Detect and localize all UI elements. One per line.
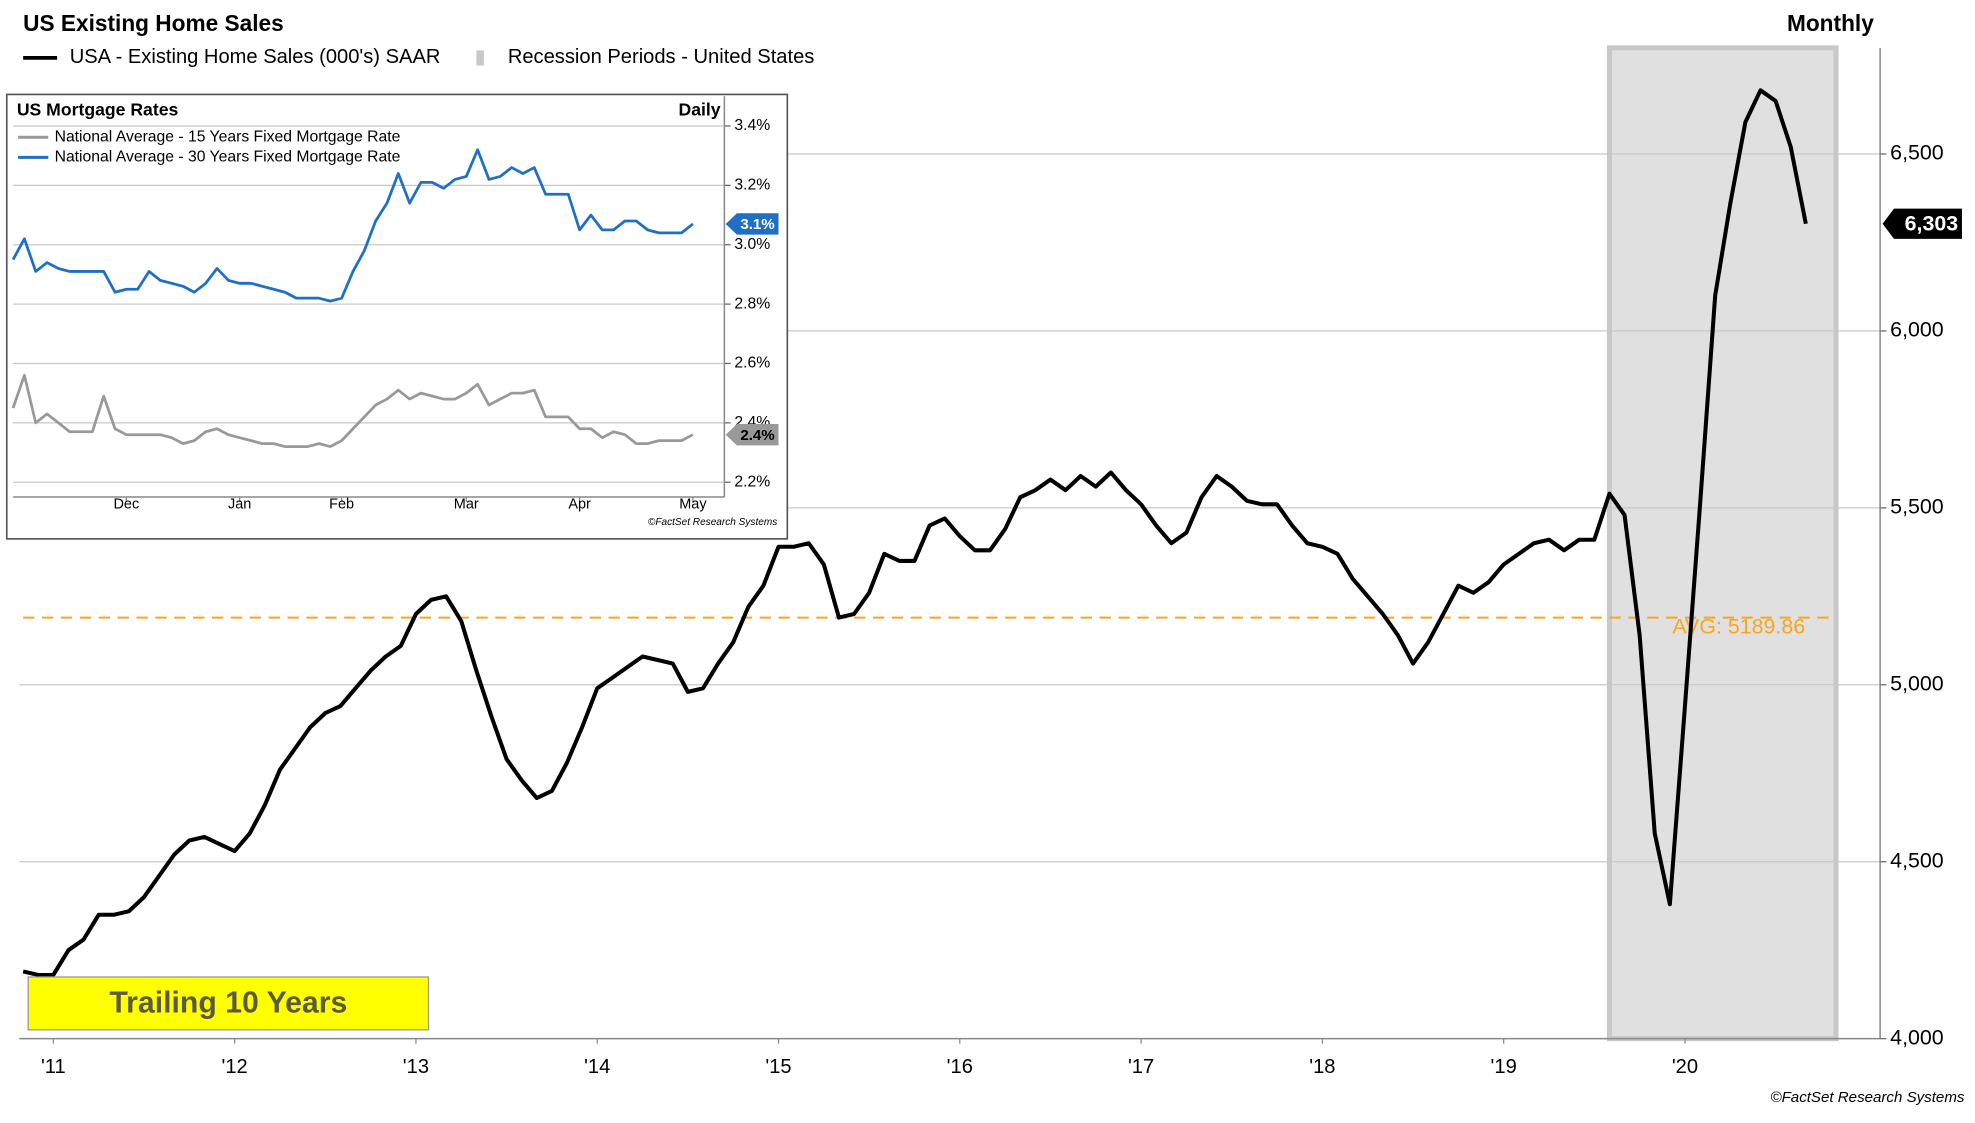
x-tick-label: Dec	[113, 497, 139, 513]
value-tag	[1882, 208, 1962, 239]
x-tick-label: '20	[1672, 1056, 1698, 1078]
x-tick-label: '16	[947, 1056, 973, 1078]
recession-band	[1606, 45, 1839, 1042]
x-tick-label: Feb	[329, 497, 354, 513]
footnote: ©FactSet Research Systems	[648, 517, 777, 528]
inset-frame	[5, 93, 789, 540]
series-line	[11, 373, 694, 448]
y-tick-label: 3.4%	[734, 117, 770, 134]
legend-label: National Average - 30 Years Fixed Mortga…	[55, 149, 401, 166]
chart-title: US Mortgage Rates	[17, 99, 179, 119]
series-line	[11, 148, 694, 303]
legend-label: USA - Existing Home Sales (000's) SAAR	[70, 46, 441, 68]
y-tick-label: 3.2%	[734, 177, 770, 194]
x-tick-label: Apr	[568, 497, 591, 513]
frequency-label: Monthly	[1787, 10, 1874, 36]
legend-swatch	[476, 50, 484, 66]
x-tick-label: Jan	[228, 497, 251, 513]
y-tick-label: 4,000	[1890, 1025, 1944, 1049]
chart-title: US Existing Home Sales	[23, 10, 284, 36]
x-tick-label: '13	[403, 1056, 429, 1078]
value-label: 2.4%	[740, 427, 775, 444]
value-tag	[725, 424, 779, 446]
chart-0: 4,000 4,500 5,000 5,500 6,000 6,500 '11 '12 '13 '…	[19, 10, 1965, 1106]
y-tick-label: 2.6%	[734, 355, 770, 372]
legend-label: National Average - 15 Years Fixed Mortga…	[55, 128, 401, 145]
y-tick-label: 6,500	[1890, 141, 1944, 165]
x-tick-label: May	[679, 497, 707, 513]
y-tick-label: 3.0%	[734, 236, 770, 253]
x-tick-label: '12	[222, 1056, 248, 1078]
value-label: 6,303	[1905, 212, 1959, 236]
frequency-label: Daily	[679, 99, 721, 119]
x-tick-label: '14	[584, 1056, 610, 1078]
footnote: ©FactSet Research Systems	[1770, 1089, 1964, 1106]
y-tick-label: 2.8%	[734, 295, 770, 312]
value-tag	[725, 213, 779, 235]
annotation-box	[27, 976, 430, 1031]
y-tick-label: 5,500	[1890, 495, 1944, 519]
y-tick-label: 6,000	[1890, 318, 1944, 342]
x-tick-label: Mar	[454, 497, 479, 513]
series-line	[22, 88, 1808, 977]
x-tick-label: '19	[1491, 1056, 1517, 1078]
y-tick-label: 5,000	[1890, 671, 1944, 695]
annotation: Trailing 10 Years	[109, 987, 347, 1020]
legend-label: Recession Periods - United States	[508, 46, 815, 68]
value-label: 3.1%	[740, 216, 775, 233]
x-tick-label: '18	[1309, 1056, 1335, 1078]
y-tick-label: 4,500	[1890, 848, 1944, 872]
x-tick-label: '11	[41, 1056, 66, 1078]
chart-1: 2.2% 2.4% 2.6% 2.8% 3.0% 3.2% 3.4% Dec Jan Feb Mar…	[5, 93, 789, 540]
x-tick-label: '17	[1128, 1056, 1154, 1078]
average-label: AVG: 5189.86	[1672, 614, 1805, 638]
y-tick-label: 2.2%	[734, 473, 770, 490]
x-tick-label: '15	[765, 1056, 791, 1078]
